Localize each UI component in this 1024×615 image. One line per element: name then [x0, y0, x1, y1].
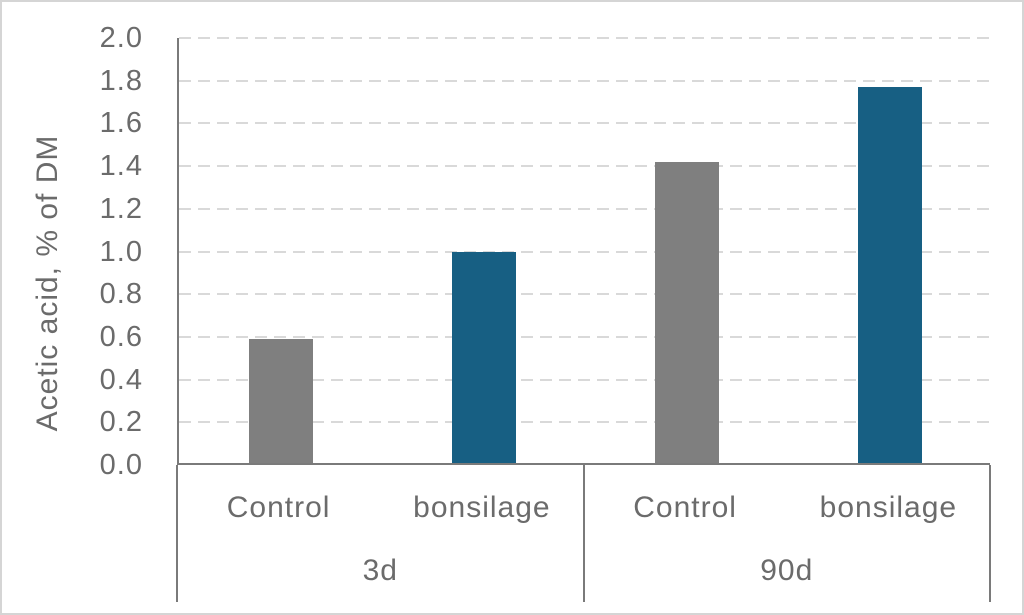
y-tick-label: 0.8: [99, 278, 143, 311]
group-label-3d: 3d: [362, 554, 398, 587]
gridline-1.4: [179, 165, 990, 168]
bar-label-3d-Control: Control: [226, 491, 331, 524]
gridline-1.0: [179, 250, 990, 253]
bar-90d-Control: [655, 161, 720, 463]
gridline-0.6: [179, 335, 990, 338]
y-tick-label: 1.0: [99, 235, 143, 268]
plot-area: [177, 37, 990, 465]
category-separator: [582, 465, 585, 602]
bar-3d-bonsilage: [451, 251, 516, 463]
y-tick-label: 0.4: [99, 363, 143, 396]
y-tick-label: 1.8: [99, 64, 143, 97]
gridline-1.2: [179, 207, 990, 210]
gridline-2.0: [179, 37, 990, 39]
bar-label-90d-Control: Control: [633, 491, 737, 524]
y-tick-label: 2.0: [99, 22, 143, 54]
bar-label-90d-bonsilage: bonsilage: [819, 491, 958, 524]
bar-3d-Control: [248, 339, 313, 463]
y-tick-label: 1.4: [99, 150, 143, 183]
y-tick-label: 0.0: [99, 449, 143, 481]
gridline-1.8: [179, 79, 990, 82]
gridline-0.4: [179, 378, 990, 381]
gridline-1.6: [179, 122, 990, 125]
category-separator: [989, 465, 991, 602]
bar-label-3d-bonsilage: bonsilage: [413, 491, 551, 524]
bar-90d-bonsilage: [858, 87, 923, 463]
y-tick-label: 0.2: [99, 406, 143, 439]
y-tick-label: 0.6: [99, 320, 143, 353]
y-tick-label: 1.6: [99, 107, 143, 140]
gridline-0.8: [179, 293, 990, 296]
gridline-0.2: [179, 421, 990, 424]
category-separator: [176, 465, 178, 602]
y-tick-label: 1.2: [99, 192, 143, 225]
group-label-90d: 90d: [760, 554, 814, 587]
